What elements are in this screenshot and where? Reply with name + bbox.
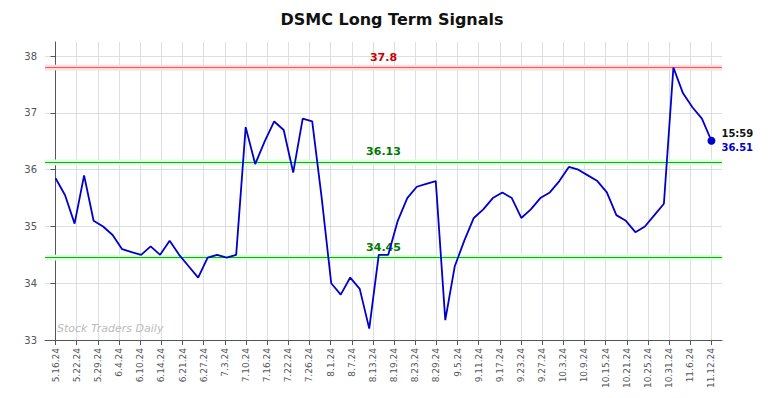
svg-text:37.8: 37.8 [370,51,397,64]
svg-text:36.51: 36.51 [721,142,753,153]
svg-text:9.23.24: 9.23.24 [516,348,526,383]
svg-text:8.1.24: 8.1.24 [326,348,336,377]
svg-text:10.31.24: 10.31.24 [664,348,674,388]
svg-text:33: 33 [24,335,37,346]
svg-text:Stock Traders Daily: Stock Traders Daily [57,322,164,335]
svg-text:7.10.24: 7.10.24 [241,348,251,383]
svg-text:DSMC Long Term Signals: DSMC Long Term Signals [280,10,503,29]
svg-text:10.9.24: 10.9.24 [579,348,589,383]
svg-text:9.27.24: 9.27.24 [537,348,547,383]
svg-text:36: 36 [24,164,37,175]
svg-text:9.17.24: 9.17.24 [495,348,505,383]
svg-text:6.14.24: 6.14.24 [156,348,166,383]
svg-text:34: 34 [24,278,37,289]
svg-text:37: 37 [24,107,37,118]
svg-text:10.21.24: 10.21.24 [622,348,632,388]
svg-text:8.19.24: 8.19.24 [389,348,399,383]
svg-text:7.3.24: 7.3.24 [220,348,230,377]
svg-text:8.7.24: 8.7.24 [347,348,357,377]
svg-text:10.25.24: 10.25.24 [643,348,653,388]
svg-text:10.15.24: 10.15.24 [601,348,611,388]
svg-text:34.45: 34.45 [366,241,401,254]
svg-text:6.10.24: 6.10.24 [135,348,145,383]
svg-text:6.4.24: 6.4.24 [114,348,124,377]
svg-text:36.13: 36.13 [366,145,401,158]
svg-text:15:59: 15:59 [721,128,753,139]
svg-text:5.22.24: 5.22.24 [72,348,82,383]
svg-text:7.26.24: 7.26.24 [304,348,314,383]
svg-text:8.13.24: 8.13.24 [368,348,378,383]
svg-text:8.29.24: 8.29.24 [431,348,441,383]
svg-text:9.5.24: 9.5.24 [453,348,463,377]
svg-text:11.12.24: 11.12.24 [706,348,716,388]
svg-text:10.3.24: 10.3.24 [558,348,568,383]
svg-text:38: 38 [24,51,37,62]
svg-text:5.29.24: 5.29.24 [93,348,103,383]
svg-text:7.16.24: 7.16.24 [262,348,272,383]
svg-text:6.27.24: 6.27.24 [199,348,209,383]
svg-text:6.21.24: 6.21.24 [178,348,188,383]
svg-text:11.6.24: 11.6.24 [685,348,695,383]
svg-text:9.11.24: 9.11.24 [474,348,484,383]
svg-text:5.16.24: 5.16.24 [51,348,61,383]
svg-text:35: 35 [24,221,37,232]
svg-text:7.22.24: 7.22.24 [283,348,293,383]
svg-text:8.23.24: 8.23.24 [410,348,420,383]
